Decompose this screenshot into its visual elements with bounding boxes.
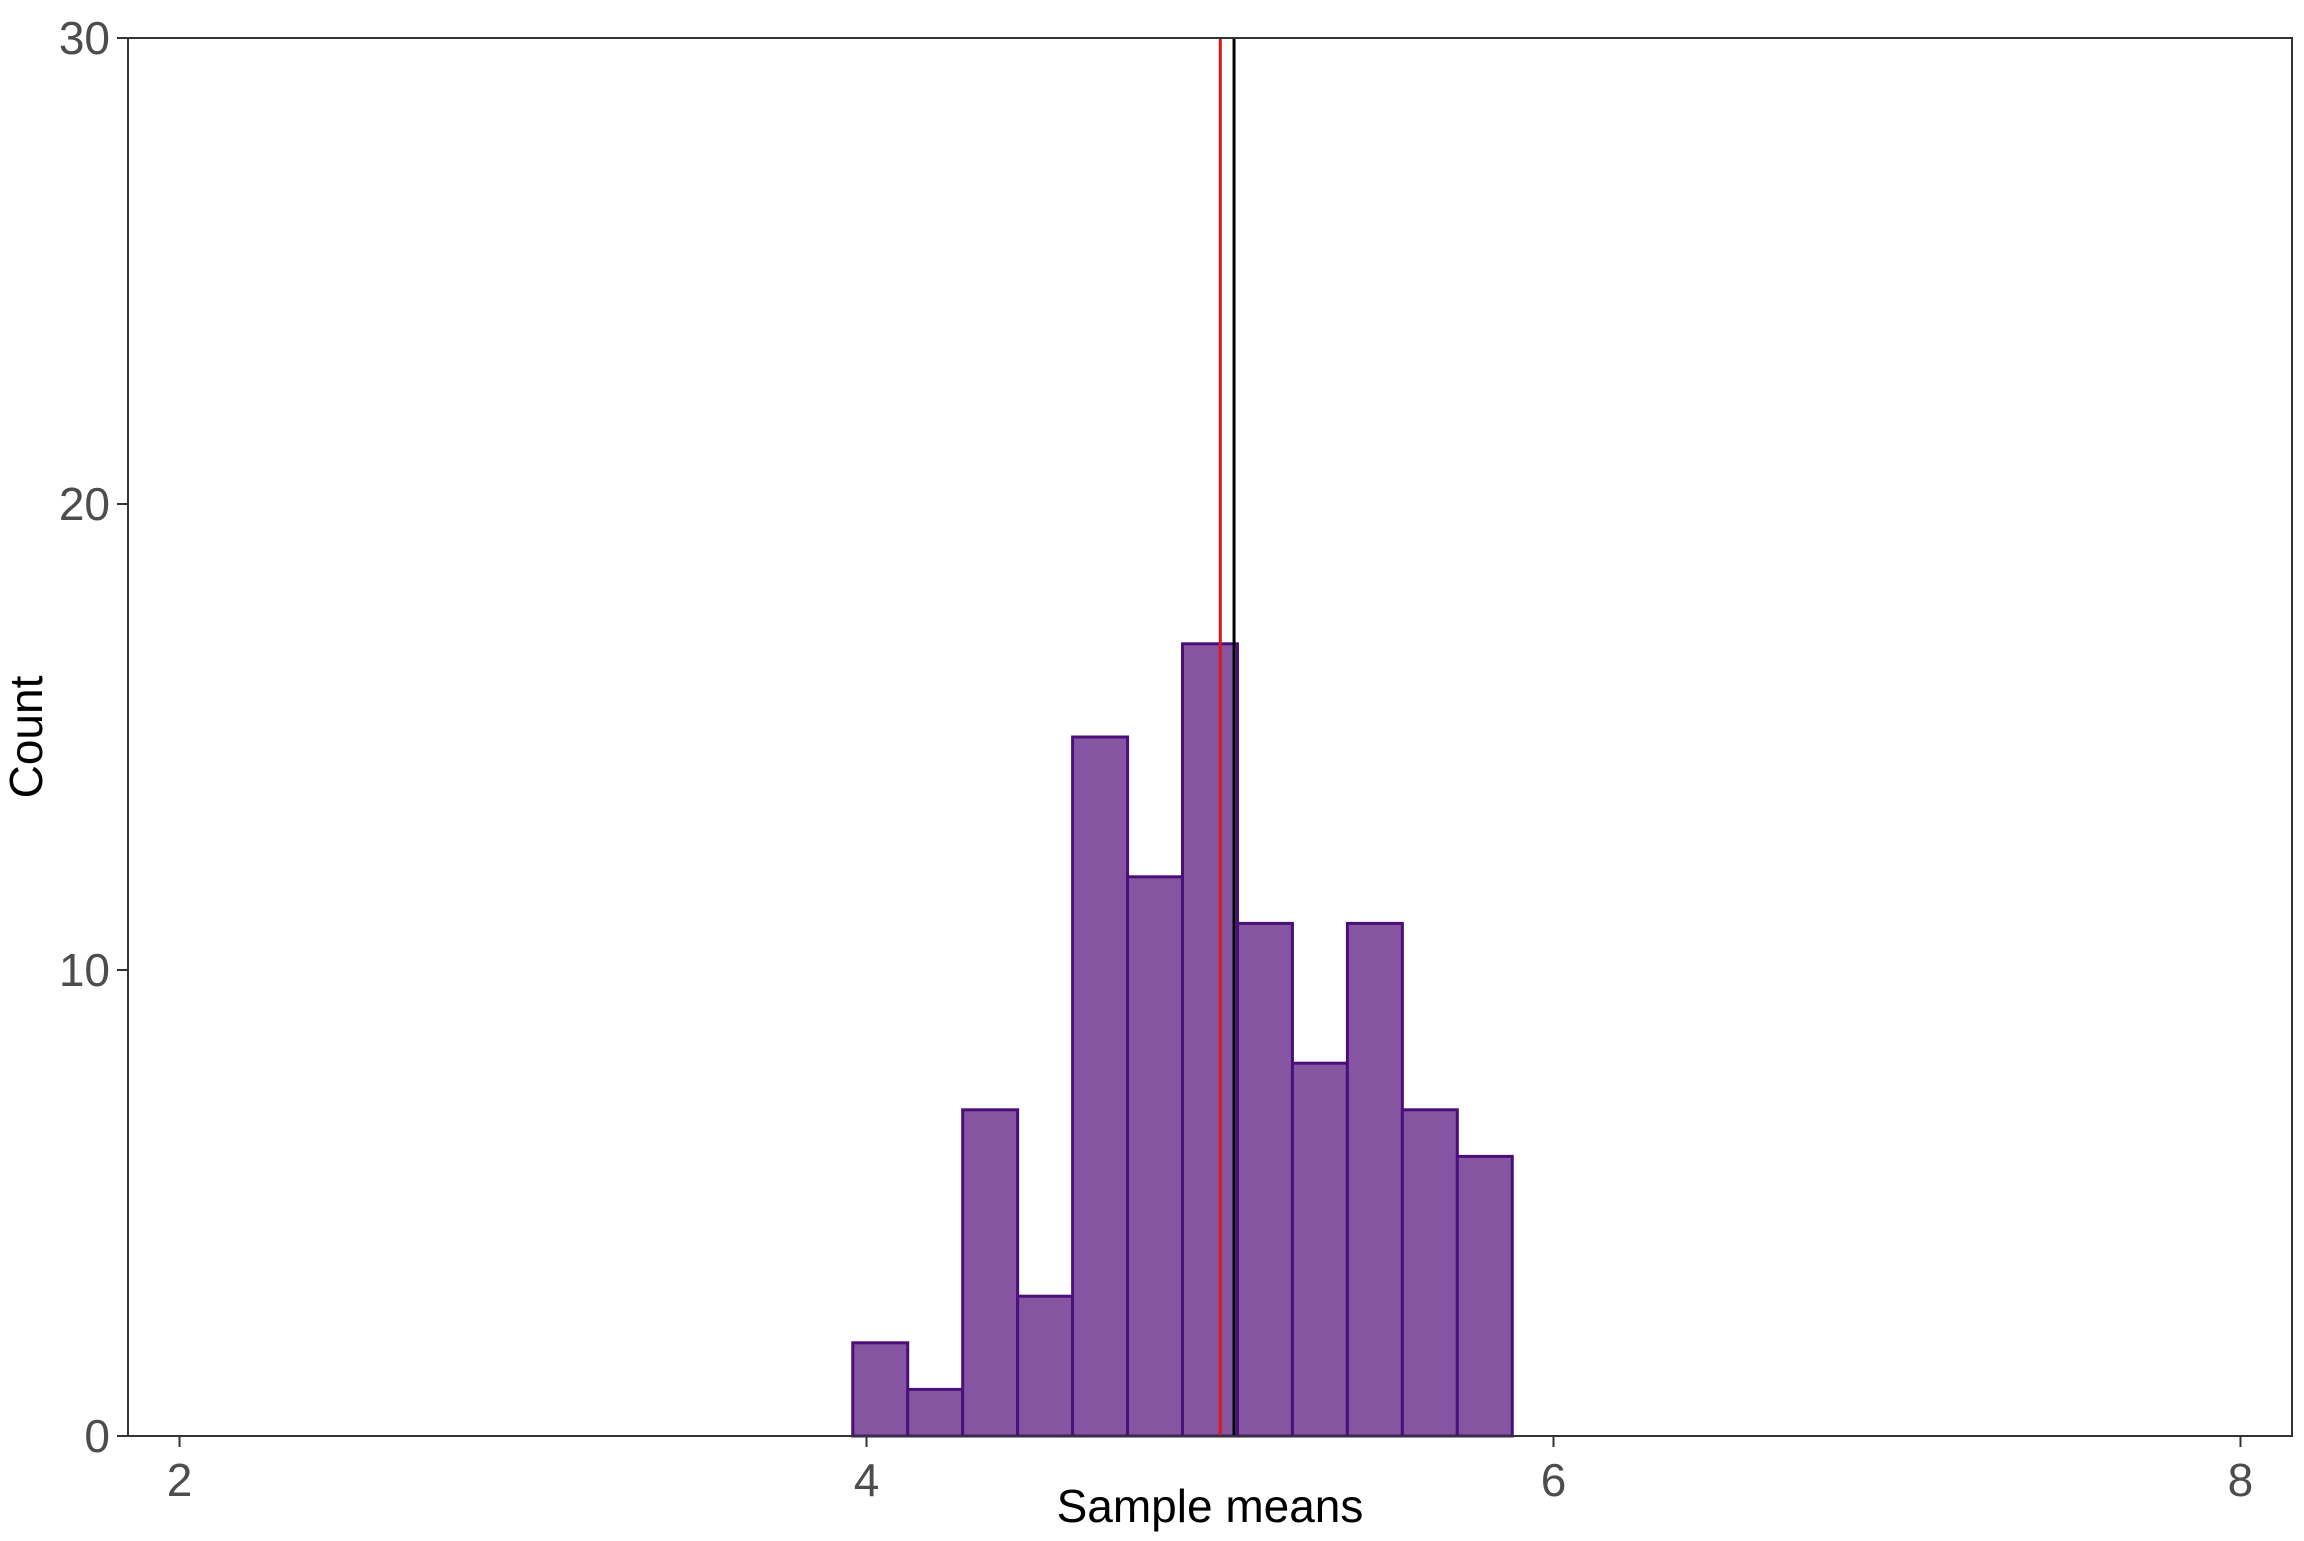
histogram-bar-3 xyxy=(1016,1294,1075,1438)
y-axis: 0 10 20 30 xyxy=(59,12,128,1462)
histogram-bar-7 xyxy=(1235,921,1294,1438)
histogram-bar-0 xyxy=(851,1341,910,1438)
x-axis: 2 4 6 8 xyxy=(167,1436,2254,1506)
y-axis-title: Count xyxy=(0,675,52,798)
histogram-bar-2 xyxy=(961,1108,1020,1438)
x-axis-title: Sample means xyxy=(1057,1480,1364,1532)
histogram-bar-5 xyxy=(1126,875,1185,1438)
bars-layer xyxy=(851,642,1514,1438)
y-tick-label-0: 0 xyxy=(84,1410,110,1462)
histogram-bar-1 xyxy=(906,1387,965,1438)
histogram-bar-11 xyxy=(1455,1154,1514,1438)
x-tick-label-2: 6 xyxy=(1541,1454,1567,1506)
histogram-bar-4 xyxy=(1071,735,1130,1438)
y-tick-label-1: 10 xyxy=(59,944,110,996)
x-tick-label-0: 2 xyxy=(167,1454,193,1506)
y-tick-label-3: 30 xyxy=(59,12,110,64)
y-tick-label-2: 20 xyxy=(59,478,110,530)
x-tick-label-1: 4 xyxy=(854,1454,880,1506)
histogram-bar-9 xyxy=(1345,921,1404,1438)
histogram-bar-8 xyxy=(1290,1061,1349,1438)
histogram-bar-6 xyxy=(1181,642,1239,1438)
plot-panel-border xyxy=(127,37,2293,1437)
histogram-bar-10 xyxy=(1400,1108,1459,1438)
reference-lines-layer xyxy=(1218,38,1236,1436)
x-tick-label-3: 8 xyxy=(2228,1454,2254,1506)
